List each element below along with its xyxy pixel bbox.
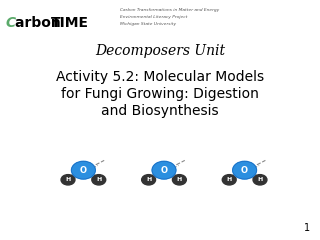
Text: Michigan State University: Michigan State University [120,22,176,26]
Circle shape [152,161,176,179]
Circle shape [92,175,106,185]
Text: C: C [6,16,16,30]
Text: Environmental Literacy Project: Environmental Literacy Project [120,15,188,19]
Circle shape [253,175,267,185]
Text: Activity 5.2: Molecular Models
for Fungi Growing: Digestion
and Biosynthesis: Activity 5.2: Molecular Models for Fungi… [56,70,264,118]
Text: H: H [146,177,151,182]
Circle shape [172,175,186,185]
Circle shape [61,175,75,185]
Circle shape [142,175,156,185]
Text: arbon: arbon [15,16,66,30]
Circle shape [233,161,257,179]
Circle shape [71,161,95,179]
Text: H: H [257,177,263,182]
Text: H: H [65,177,71,182]
Text: Carbon Transformations in Matter and Energy: Carbon Transformations in Matter and Ene… [120,8,219,12]
Text: O: O [80,166,87,175]
Circle shape [222,175,236,185]
Text: Decomposers Unit: Decomposers Unit [95,44,225,58]
Text: H: H [227,177,232,182]
Text: O: O [161,166,167,175]
Text: O: O [241,166,248,175]
Text: TIME: TIME [51,16,89,30]
Text: H: H [177,177,182,182]
Text: 1: 1 [304,223,310,233]
Text: H: H [96,177,101,182]
